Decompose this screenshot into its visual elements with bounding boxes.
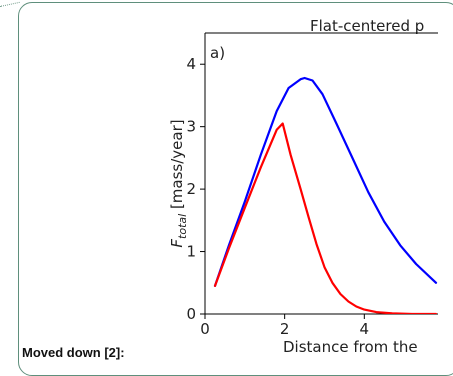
chart-series (213, 76, 438, 314)
series-line-1 (213, 76, 438, 287)
chart-title: Flat-centered p (310, 17, 425, 35)
y-axis-label-main: F (168, 239, 186, 248)
x-axis-label: Distance from the (283, 338, 418, 356)
y-tick-label-3: 3 (186, 118, 196, 136)
y-axis-label-unit: [mass/year] (168, 119, 186, 213)
x-tick-label-4: 4 (360, 320, 370, 338)
x-tick-label-2: 2 (280, 320, 290, 338)
y-tick-label-4: 4 (186, 55, 196, 73)
chart-axes: 0 1 2 3 4 0 2 4 a) Distance from the Ftotal [mass/… (168, 32, 438, 356)
x-tick-label-0: 0 (200, 320, 210, 338)
series-line-2 (213, 122, 438, 314)
y-tick-label-0: 0 (186, 305, 196, 323)
y-axis-label: Ftotal [mass/year] (168, 119, 189, 247)
line-chart: 0 1 2 3 4 0 2 4 a) Distance from the Ftotal [mass/… (168, 32, 438, 356)
panel-label: a) (210, 44, 225, 62)
y-tick-label-1: 1 (186, 243, 196, 261)
moved-down-note: Moved down [2]: (22, 345, 125, 360)
y-axis-label-sub: total (176, 214, 189, 239)
y-tick-label-2: 2 (186, 180, 196, 198)
